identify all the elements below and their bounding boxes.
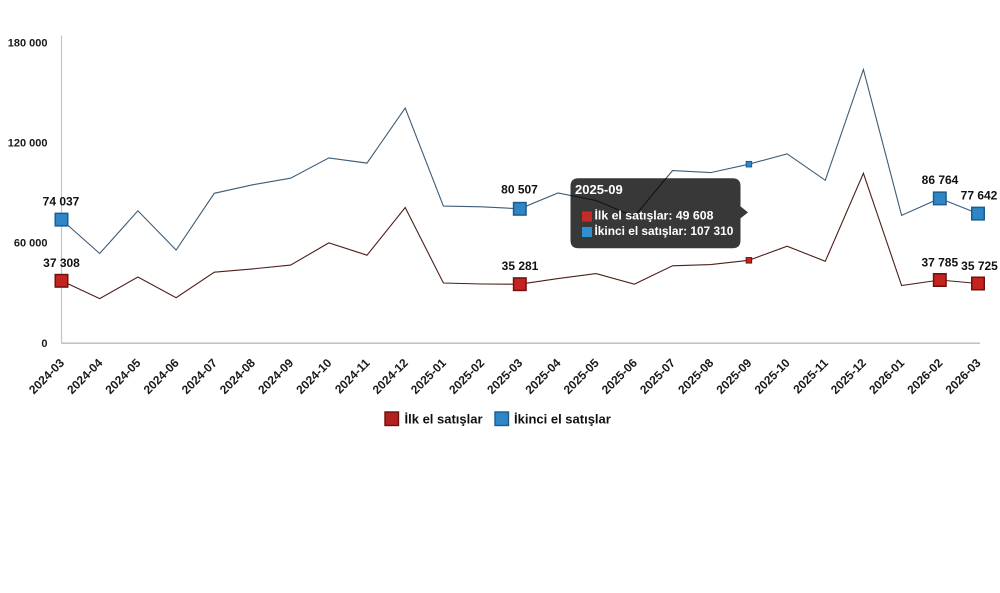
svg-text:İlk el satışlar: 49 608: İlk el satışlar: 49 608 — [595, 208, 714, 223]
svg-text:80 507: 80 507 — [501, 182, 538, 196]
svg-text:İkinci el satışlar: 107 310: İkinci el satışlar: 107 310 — [595, 223, 734, 238]
svg-text:35 281: 35 281 — [502, 259, 539, 273]
svg-text:77 642: 77 642 — [961, 189, 998, 203]
svg-text:İkinci el satışlar: İkinci el satışlar — [514, 412, 611, 427]
svg-text:120 000: 120 000 — [8, 138, 48, 150]
svg-text:0: 0 — [41, 338, 47, 350]
svg-text:74 037: 74 037 — [43, 194, 80, 208]
svg-text:2025-09: 2025-09 — [575, 182, 623, 197]
svg-text:180 000: 180 000 — [8, 38, 48, 50]
svg-text:İlk el satışlar: İlk el satışlar — [405, 412, 483, 427]
svg-text:37 308: 37 308 — [43, 256, 80, 270]
svg-text:35 725: 35 725 — [961, 259, 998, 273]
svg-text:37 785: 37 785 — [921, 256, 958, 270]
svg-text:60 000: 60 000 — [14, 238, 48, 250]
svg-text:86 764: 86 764 — [922, 173, 959, 187]
